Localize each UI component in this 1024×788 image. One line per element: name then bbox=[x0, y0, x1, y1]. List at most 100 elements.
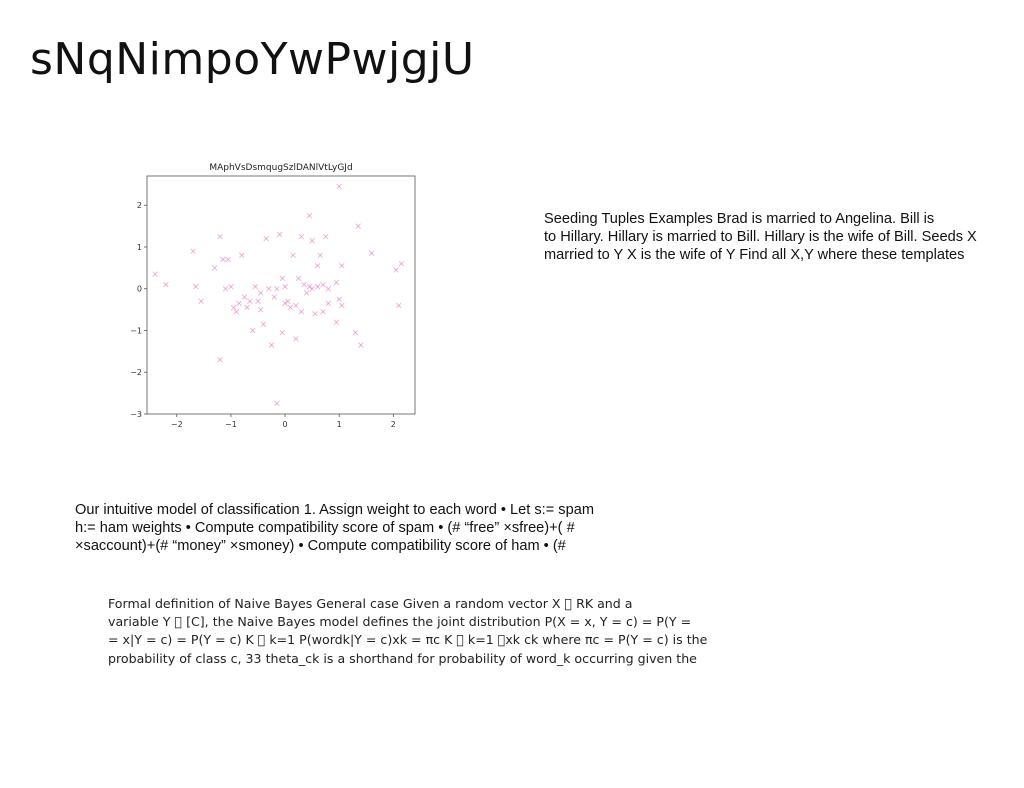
data-points bbox=[152, 183, 405, 407]
chart-title: MAphVsDsmqugSzlDANlVtLyGJd bbox=[209, 163, 352, 173]
data-point bbox=[263, 235, 269, 242]
data-point bbox=[279, 329, 286, 336]
data-point bbox=[198, 298, 204, 304]
data-point bbox=[233, 308, 240, 315]
data-point bbox=[220, 256, 226, 263]
data-point bbox=[217, 233, 223, 240]
data-point bbox=[287, 304, 294, 311]
data-point bbox=[152, 271, 158, 277]
text-line: Formal definition of Naive Bayes General… bbox=[108, 596, 633, 611]
y-tick-label: 0 bbox=[137, 285, 142, 294]
text-line: probability of class c, 33 theta_ck is a… bbox=[108, 650, 697, 666]
data-point bbox=[282, 283, 288, 290]
y-tick-label: 2 bbox=[137, 201, 142, 210]
data-point bbox=[290, 252, 296, 259]
data-point bbox=[303, 290, 310, 296]
plot-frame bbox=[146, 175, 416, 415]
data-point bbox=[339, 302, 345, 309]
data-point bbox=[193, 283, 199, 290]
data-point bbox=[314, 263, 321, 269]
data-point bbox=[314, 283, 321, 290]
data-point bbox=[247, 298, 253, 304]
data-point bbox=[257, 290, 264, 296]
data-point bbox=[306, 212, 313, 219]
data-point bbox=[230, 304, 237, 311]
x-tick-label: 2 bbox=[391, 420, 396, 429]
text-line: Seeding Tuples Examples Brad is married … bbox=[544, 211, 935, 227]
data-point bbox=[393, 267, 399, 273]
data-point bbox=[244, 304, 250, 311]
y-tick-label: 1 bbox=[137, 243, 142, 252]
data-point bbox=[271, 294, 277, 300]
data-point bbox=[274, 400, 280, 407]
x-tick-label: −2 bbox=[171, 420, 183, 429]
data-point bbox=[266, 286, 272, 292]
data-point bbox=[222, 286, 229, 292]
data-point bbox=[325, 286, 332, 292]
data-point bbox=[279, 275, 286, 282]
data-point bbox=[336, 296, 342, 302]
data-point bbox=[398, 260, 405, 267]
data-point bbox=[355, 223, 361, 229]
x-tick-label: −1 bbox=[225, 420, 237, 429]
axis-ticks: −2 −1 0 1 2 −3 −2 −1 0 1 2 bbox=[130, 201, 396, 429]
text-line: married to Y X is the wife of Y Find all… bbox=[544, 247, 965, 264]
data-point bbox=[293, 302, 299, 309]
data-point bbox=[249, 327, 256, 334]
text-line: variable Y   [C], the Naive Bayes model … bbox=[108, 614, 692, 630]
text-line: Our intuitive model of classification 1.… bbox=[75, 502, 594, 518]
data-point bbox=[236, 300, 242, 307]
text-line: ×saccount)+(# “money” ×smoney) • Compute… bbox=[75, 538, 566, 555]
text-line: h:= ham weights • Compute compatibility … bbox=[75, 520, 575, 537]
data-point bbox=[295, 275, 302, 282]
data-point bbox=[252, 283, 259, 290]
data-point bbox=[320, 308, 326, 315]
data-point bbox=[268, 342, 275, 348]
data-point bbox=[285, 298, 291, 304]
scatter-chart-svg: MAphVsDsmqugSzlDANlVtLyGJd −2 −1 0 1 2 −3 −2 −1… bbox=[130, 163, 416, 429]
y-tick-label: −2 bbox=[130, 368, 142, 377]
data-point bbox=[211, 265, 218, 271]
data-point bbox=[190, 248, 196, 254]
y-tick-label: −3 bbox=[130, 410, 142, 419]
text-block-seeding-tuples: Seeding Tuples Examples Brad is married … bbox=[544, 210, 977, 265]
data-point bbox=[293, 336, 299, 342]
data-point bbox=[298, 308, 305, 315]
text-block-naive-bayes: Formal definition of Naive Bayes General… bbox=[108, 595, 707, 668]
text-line: to Hillary. Hillary is married to Bill. … bbox=[544, 229, 977, 246]
x-tick-label: 0 bbox=[283, 420, 288, 429]
data-point bbox=[276, 231, 283, 238]
data-point bbox=[320, 281, 326, 288]
data-point bbox=[241, 294, 248, 300]
text-block-classification: Our intuitive model of classification 1.… bbox=[75, 501, 594, 556]
y-tick-label: −1 bbox=[130, 326, 142, 335]
data-point bbox=[260, 321, 267, 327]
data-point bbox=[225, 256, 231, 263]
slide-title: sNqNimpoYwPwjgjU bbox=[30, 34, 475, 85]
text-line: = x|Y = c) = P(Y = c) K   k=1 P(wordk|Y … bbox=[108, 632, 708, 648]
data-point bbox=[333, 279, 340, 286]
data-point bbox=[163, 281, 169, 288]
data-point bbox=[358, 342, 364, 348]
data-point bbox=[309, 286, 315, 292]
data-point bbox=[274, 286, 280, 292]
data-point bbox=[255, 298, 261, 304]
data-point bbox=[339, 263, 345, 269]
data-point bbox=[333, 319, 340, 325]
data-point bbox=[352, 329, 359, 336]
data-point bbox=[257, 306, 264, 313]
data-point bbox=[217, 357, 223, 363]
data-point bbox=[322, 233, 329, 240]
x-tick-label: 1 bbox=[337, 420, 342, 429]
data-point bbox=[317, 252, 323, 259]
data-point bbox=[228, 283, 234, 290]
data-point bbox=[312, 311, 318, 317]
scatter-chart: MAphVsDsmqugSzlDANlVtLyGJd −2 −1 0 1 2 −3 −2 −1… bbox=[126, 156, 426, 436]
data-point bbox=[298, 233, 305, 240]
data-point bbox=[325, 300, 332, 307]
data-point bbox=[309, 238, 315, 244]
data-point bbox=[396, 302, 402, 309]
data-point bbox=[336, 183, 342, 190]
data-point bbox=[301, 281, 307, 288]
data-point bbox=[239, 252, 245, 259]
